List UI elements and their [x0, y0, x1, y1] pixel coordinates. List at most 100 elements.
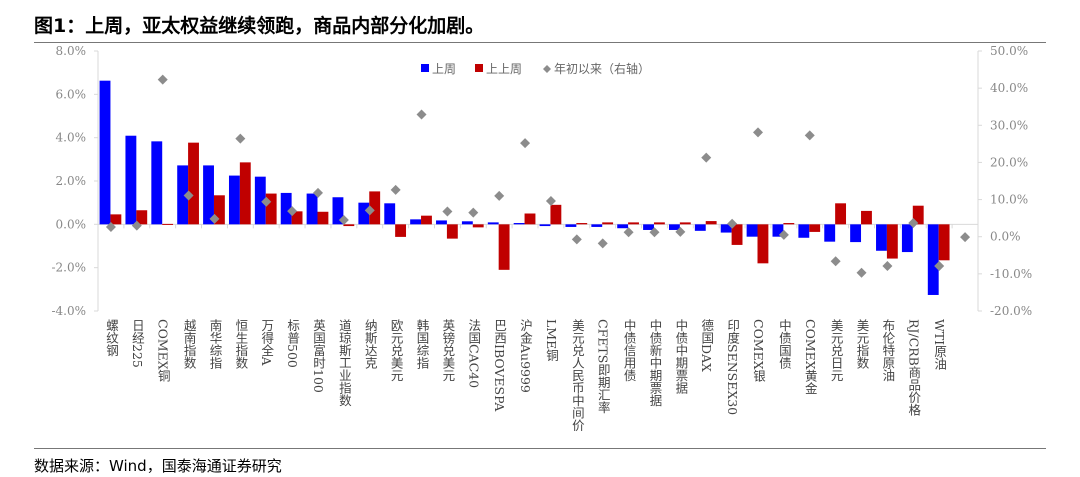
ytd-marker	[468, 207, 479, 218]
bar-prev-week	[421, 215, 432, 225]
bar-prev-week	[317, 211, 329, 225]
x-tick-label: COMEX银	[751, 319, 766, 383]
bar-last-week	[436, 220, 447, 225]
legend-label-prev-week: 上上周	[486, 62, 522, 76]
bar-last-week	[591, 224, 603, 227]
ytd-marker	[105, 222, 116, 233]
x-tick-label: 印度SENSEX30	[725, 319, 741, 416]
x-tick-label: 螺纹钢	[103, 319, 119, 357]
right-tick-label: 40.0%	[990, 81, 1028, 95]
legend-swatch-last-week	[421, 64, 429, 72]
left-tick-label: 6.0%	[56, 87, 87, 101]
bar-prev-week	[343, 224, 355, 227]
bar-prev-week	[265, 193, 277, 225]
x-tick-label: 恒生指数	[233, 319, 249, 369]
bar-last-week	[565, 224, 577, 227]
bar-last-week	[487, 222, 499, 225]
x-tick-label: 万得全A	[259, 319, 275, 366]
ytd-marker	[571, 234, 582, 245]
ytd-marker	[727, 218, 738, 229]
bar-prev-week	[835, 203, 847, 225]
x-tick-label: 沪金Au9999	[518, 319, 534, 393]
x-tick-label: COMEX黄金	[802, 319, 818, 395]
x-tick-label: 巴西IBOVESPA	[492, 319, 508, 412]
bar-prev-week	[239, 162, 251, 225]
bar-prev-week	[213, 195, 225, 225]
bar-last-week	[358, 202, 370, 225]
ytd-marker	[131, 220, 142, 231]
ytd-marker	[675, 226, 686, 237]
bar-prev-week	[472, 224, 484, 228]
bar-last-week	[461, 221, 473, 225]
bar-last-week	[384, 203, 396, 225]
source-note: 数据来源：Wind，国泰海通证券研究	[34, 457, 282, 475]
left-tick-label: 0.0%	[56, 217, 87, 231]
left-tick-label: 4.0%	[56, 131, 87, 145]
right-tick-label: -10.0%	[990, 267, 1032, 281]
ytd-marker	[856, 267, 867, 278]
chart-title: 图1：上周，亚太权益继续领跑，商品内部分化加剧。	[34, 15, 485, 37]
left-tick-label: 2.0%	[56, 174, 87, 188]
x-tick-label: 法国CAC40	[466, 319, 482, 389]
ytd-marker	[934, 261, 945, 272]
bar-last-week	[99, 80, 111, 225]
ytd-marker	[287, 206, 298, 217]
ytd-marker	[830, 256, 841, 267]
ytd-marker	[753, 127, 763, 138]
ytd-marker	[597, 238, 608, 249]
left-tick-label: -4.0%	[51, 304, 86, 318]
bar-prev-week	[110, 214, 122, 225]
bar-last-week	[125, 135, 137, 225]
bar-prev-week	[912, 205, 924, 225]
ytd-marker	[364, 205, 375, 216]
x-tick-label: 中债中期票据	[673, 319, 689, 394]
bar-prev-week	[136, 210, 148, 225]
x-tick-label: 韩国综指	[414, 319, 430, 369]
bar-last-week	[203, 165, 214, 225]
bar-prev-week	[783, 223, 795, 225]
x-tick-label: 道琼斯工业指数	[336, 319, 352, 407]
bar-last-week	[720, 224, 732, 233]
ytd-marker	[261, 196, 272, 207]
bar-last-week	[513, 223, 525, 225]
bar-last-week	[410, 219, 422, 225]
bar-last-week	[850, 224, 862, 243]
x-tick-label: 美元兑日元	[828, 319, 844, 382]
ytd-marker	[416, 109, 427, 120]
bar-prev-week	[653, 222, 665, 225]
bar-last-week	[927, 224, 939, 295]
ytd-marker	[157, 74, 168, 85]
bar-last-week	[306, 193, 318, 225]
x-tick-label: 美元指数	[854, 319, 870, 369]
x-tick-label: LME铜	[543, 319, 559, 362]
bar-last-week	[876, 224, 887, 251]
bar-last-week	[668, 224, 680, 230]
right-tick-label: 0.0%	[990, 230, 1021, 244]
bar-last-week	[694, 224, 706, 231]
bar-last-week	[824, 224, 836, 242]
bar-last-week	[151, 141, 163, 225]
x-tick-label: 纳斯达克	[362, 319, 378, 369]
bar-prev-week	[446, 224, 458, 239]
ytd-marker	[183, 190, 194, 201]
ytd-marker	[494, 190, 505, 201]
bar-prev-week	[369, 191, 381, 225]
bar-last-week	[254, 176, 266, 225]
bar-last-week	[772, 224, 784, 237]
ytd-marker	[804, 130, 815, 141]
x-tick-label: 英国富时100	[311, 319, 326, 393]
bar-prev-week	[550, 204, 562, 225]
ytd-marker	[235, 133, 246, 144]
ytd-marker	[882, 261, 893, 272]
legend-label-ytd: 年初以来（右轴）	[554, 61, 650, 76]
bar-prev-week	[395, 224, 407, 237]
ytd-marker	[908, 217, 919, 228]
left-tick-label: -2.0%	[51, 261, 86, 275]
x-tick-label: 中债信用债	[621, 319, 637, 382]
left-tick-label: 8.0%	[56, 44, 87, 58]
bar-last-week	[228, 175, 240, 225]
right-tick-label: 50.0%	[990, 44, 1028, 58]
bar-prev-week	[628, 222, 639, 225]
bar-last-week	[798, 224, 810, 238]
bar-prev-week	[679, 222, 691, 225]
